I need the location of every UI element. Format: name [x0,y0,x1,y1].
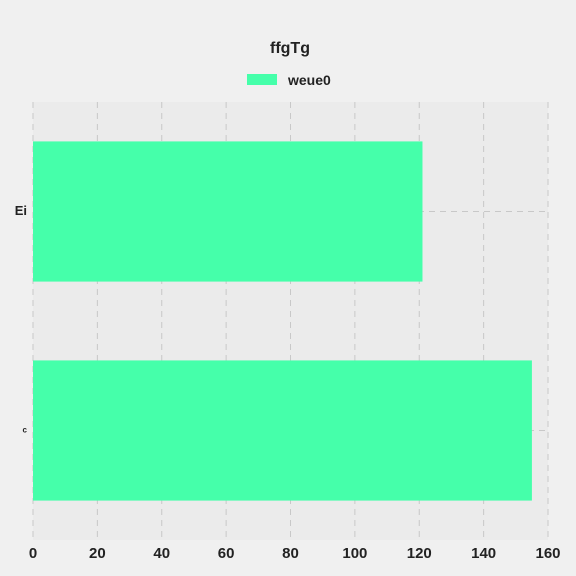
x-tick-label: 160 [535,545,560,562]
y-tick-label: Ei [15,203,27,218]
x-tick-label: 0 [29,545,37,562]
x-tick-label: 120 [407,545,432,562]
bar-c [33,360,532,500]
x-tick-label: 20 [89,545,106,562]
chart-title: ffgTg [270,40,310,57]
y-tick-label: c [23,426,28,435]
legend-label: weue0 [287,72,331,88]
legend-swatch [247,74,277,85]
x-tick-label: 140 [471,545,496,562]
x-tick-label: 40 [153,545,170,562]
x-tick-label: 100 [342,545,367,562]
bar-Ei [33,141,422,281]
x-tick-label: 80 [282,545,299,562]
x-tick-label: 60 [218,545,235,562]
